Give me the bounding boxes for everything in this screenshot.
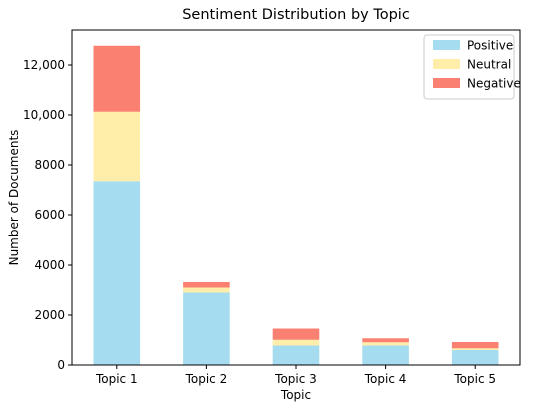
bar-negative-1	[93, 45, 141, 112]
bar-positive-2	[183, 292, 230, 365]
bars-group	[93, 45, 499, 365]
bar-positive-1	[93, 181, 141, 365]
bar-neutral-4	[362, 342, 409, 346]
y-tick-label-6: 12,000	[23, 58, 65, 72]
bar-positive-4	[362, 345, 409, 365]
y-tick-label-2: 4000	[34, 258, 65, 272]
x-axis-label: Topic	[280, 388, 311, 402]
y-axis-label: Number of Documents	[7, 130, 21, 266]
legend: Positive Neutral Negative	[423, 34, 521, 100]
legend-swatch-positive	[433, 40, 460, 50]
legend-swatch-negative	[433, 78, 460, 88]
x-tick-label-5: Topic 5	[453, 372, 496, 386]
bar-neutral-5	[451, 348, 499, 350]
bar-neutral-2	[183, 287, 230, 293]
x-tick-label-3: Topic 3	[274, 372, 317, 386]
x-axis: Topic 1 Topic 2 Topic 3 Topic 4 Topic 5	[95, 365, 496, 386]
x-tick-label-2: Topic 2	[185, 372, 228, 386]
chart-title: Sentiment Distribution by Topic	[182, 7, 410, 23]
x-tick-label-4: Topic 4	[364, 372, 407, 386]
bar-negative-5	[451, 342, 499, 349]
y-tick-label-3: 6000	[34, 208, 65, 222]
y-axis: 0 2000 4000 6000 8000 10,000 12,000	[23, 58, 72, 372]
x-tick-label-1: Topic 1	[95, 372, 138, 386]
bar-negative-2	[183, 282, 230, 288]
legend-label-neutral: Neutral	[467, 58, 511, 72]
legend-label-negative: Negative	[467, 77, 521, 91]
y-tick-label-5: 10,000	[23, 108, 65, 122]
bar-positive-3	[272, 345, 320, 365]
legend-swatch-neutral	[433, 59, 460, 69]
bar-neutral-1	[93, 111, 141, 182]
bar-negative-3	[272, 328, 320, 340]
y-tick-label-1: 2000	[34, 308, 65, 322]
bar-neutral-3	[272, 339, 320, 346]
legend-label-positive: Positive	[467, 39, 513, 53]
bar-positive-5	[451, 350, 499, 365]
y-tick-label-0: 0	[57, 358, 65, 372]
y-tick-label-4: 8000	[34, 158, 65, 172]
bar-negative-4	[362, 338, 409, 343]
